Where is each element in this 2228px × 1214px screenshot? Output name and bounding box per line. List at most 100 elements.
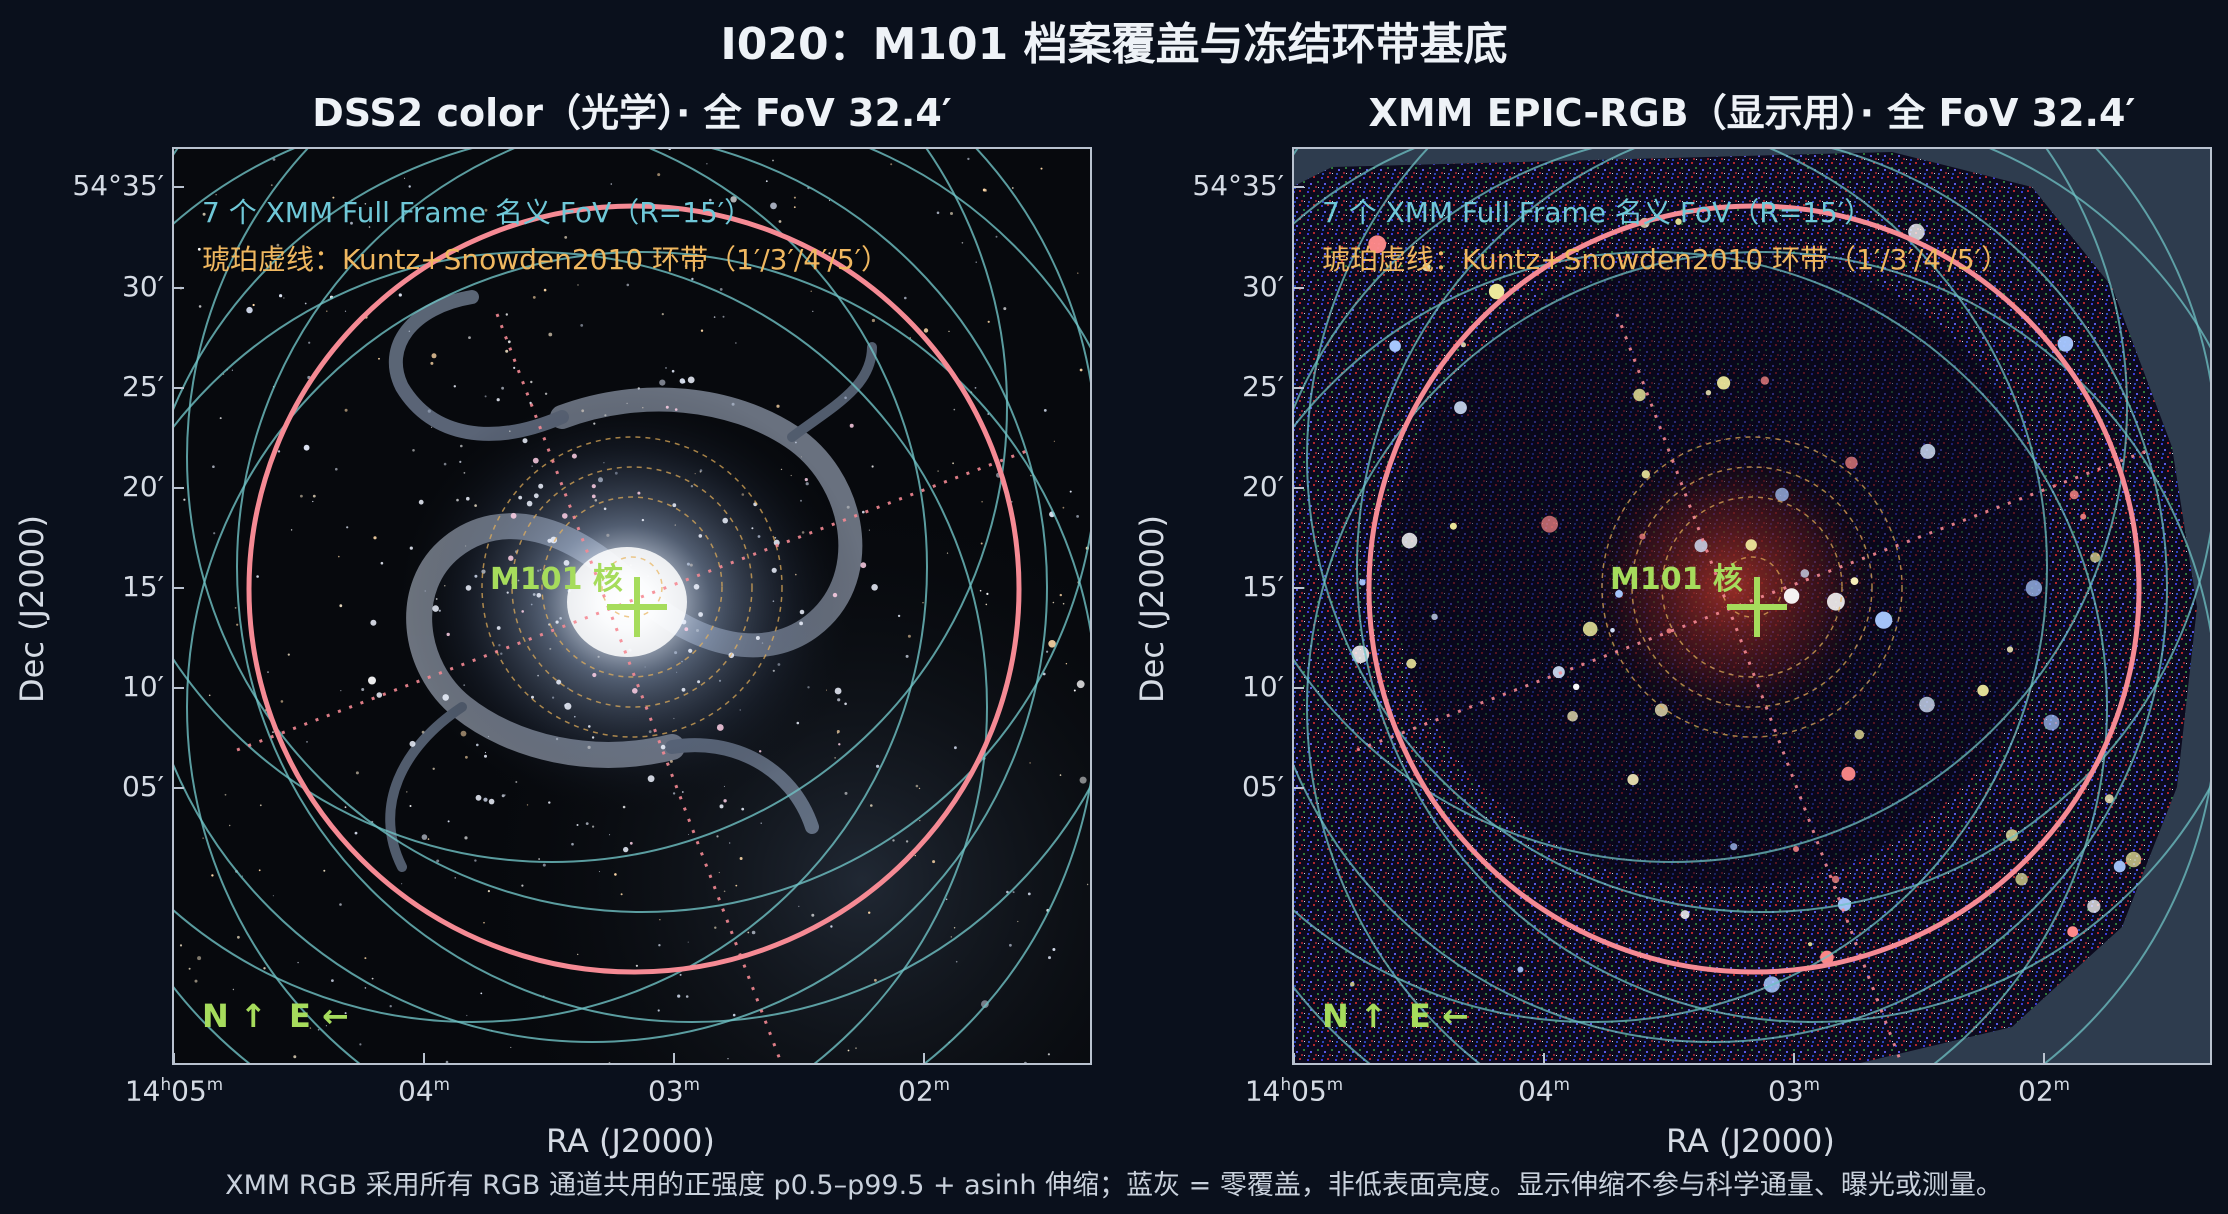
star-point <box>215 194 217 196</box>
xray-source <box>1517 966 1524 973</box>
star-point <box>408 185 411 188</box>
star-point <box>914 854 916 857</box>
star-point <box>501 794 505 798</box>
star-point <box>530 380 533 384</box>
xray-source <box>1854 729 1865 740</box>
star-point <box>468 336 471 339</box>
star-point <box>580 324 584 327</box>
star-point <box>1065 663 1068 665</box>
star-point <box>610 183 613 185</box>
star-point <box>212 465 215 469</box>
star-point <box>635 964 638 967</box>
star-point <box>510 1046 512 1048</box>
xray-source <box>1401 532 1418 549</box>
xray-source <box>1406 658 1417 669</box>
star-point <box>729 842 731 844</box>
xray-source <box>1760 376 1769 385</box>
star-point <box>874 978 877 982</box>
star-point <box>526 804 529 806</box>
star-point <box>1052 601 1055 604</box>
star-point <box>577 284 579 286</box>
hii-knot <box>716 724 724 731</box>
star-point <box>219 417 222 420</box>
y-tick-label: 30′ <box>122 270 164 303</box>
star-point <box>340 690 342 692</box>
xray-source <box>1745 539 1757 551</box>
dss2-panel: M101 核 7 个 XMM Full Frame 名义 FoV（R=15′） … <box>172 147 1092 1065</box>
star-point <box>543 288 547 292</box>
hii-knot <box>529 401 532 405</box>
xray-source <box>1841 766 1856 781</box>
star-point <box>1076 680 1085 689</box>
star-point <box>406 791 408 793</box>
xmm-rgb-panel: M101 核 7 个 XMM Full Frame 名义 FoV（R=15′） … <box>1292 147 2212 1065</box>
star-point <box>1030 474 1032 477</box>
star-point <box>303 444 310 451</box>
star-point <box>834 757 836 759</box>
xray-source <box>1717 376 1731 390</box>
star-point <box>197 956 202 961</box>
star-point <box>306 741 308 743</box>
x-tick-label: 14h05m <box>1244 1074 1344 1108</box>
star-point <box>401 883 403 885</box>
hii-knot <box>533 493 539 499</box>
star-point <box>1027 892 1031 896</box>
hii-knot <box>681 619 687 625</box>
star-point <box>1040 167 1043 170</box>
star-point <box>364 203 367 205</box>
hii-knot <box>370 619 377 626</box>
hii-knot <box>632 688 638 694</box>
figure-title: I020：M101 档案覆盖与冻结环带基底 <box>720 19 1508 70</box>
hii-knot <box>510 512 517 519</box>
xray-source <box>1831 875 1840 884</box>
star-point <box>339 903 342 906</box>
star-point <box>272 158 276 161</box>
hii-knot <box>592 672 597 678</box>
y-tick-label: 25′ <box>1242 370 1284 403</box>
star-point <box>1077 272 1079 274</box>
star-point <box>373 536 377 540</box>
star-point <box>412 449 415 452</box>
star-point <box>335 467 338 471</box>
star-point <box>609 834 611 836</box>
star-point <box>339 604 343 608</box>
star-point <box>907 634 911 638</box>
star-point <box>194 979 198 983</box>
star-point <box>981 500 983 503</box>
star-point <box>855 1047 857 1050</box>
hii-knot <box>547 538 552 543</box>
hii-knot <box>521 610 524 613</box>
star-point <box>585 822 589 825</box>
hii-knot <box>698 612 703 617</box>
star-point <box>234 607 237 609</box>
hii-knot <box>536 593 542 598</box>
hii-knot <box>548 801 551 804</box>
hii-knot <box>409 546 413 550</box>
xray-source <box>1920 443 1936 459</box>
star-point <box>1011 187 1014 189</box>
star-point <box>332 196 335 199</box>
xray-source <box>1808 942 1813 947</box>
xray-source <box>1875 611 1893 629</box>
y-tick-label: 05′ <box>122 770 164 803</box>
star-point <box>723 890 726 893</box>
hii-knot <box>697 680 701 684</box>
star-point <box>544 392 548 395</box>
star-point <box>521 884 524 887</box>
xray-source <box>1627 774 1639 786</box>
star-point <box>270 184 273 186</box>
star-point <box>276 243 280 247</box>
star-point <box>211 874 214 877</box>
star-point <box>620 893 623 896</box>
star-point <box>368 226 371 228</box>
xray-source <box>1573 683 1580 690</box>
hii-knot <box>466 496 470 501</box>
star-point <box>501 386 504 390</box>
star-point <box>995 235 998 238</box>
star-point <box>713 316 716 318</box>
hii-knot <box>603 507 607 511</box>
annulus-legend: 琥珀虚线：Kuntz+Snowden2010 环带（1′/3′/4′/5′） <box>1322 243 2009 276</box>
star-point <box>378 357 380 360</box>
star-point <box>272 895 274 897</box>
hii-knot <box>771 567 777 573</box>
